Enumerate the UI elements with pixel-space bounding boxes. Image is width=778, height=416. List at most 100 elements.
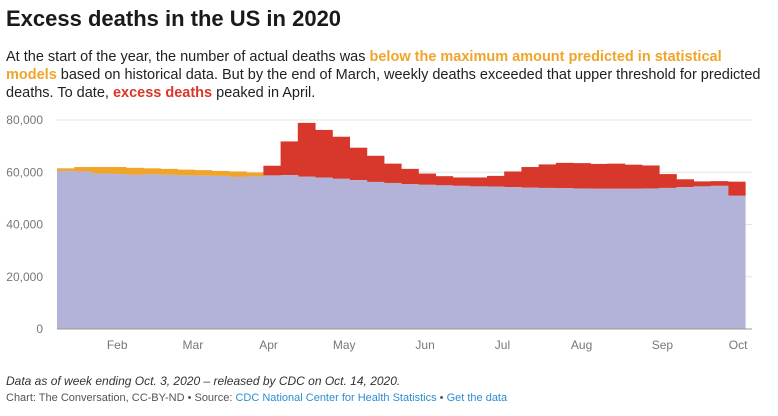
credit-separator: • <box>436 392 447 404</box>
y-tick-label: 60,000 <box>6 165 43 179</box>
subtitle-text-2: based on historical data. But by the end… <box>6 67 761 101</box>
actual-deaths-bar <box>418 184 436 329</box>
actual-deaths-bar <box>641 188 660 329</box>
actual-deaths-bar <box>74 171 92 329</box>
actual-deaths-bar <box>297 176 316 329</box>
actual-deaths-bar <box>366 181 385 329</box>
actual-deaths-bar <box>332 178 350 329</box>
subtitle-highlight-excess-deaths: excess deaths <box>112 85 213 101</box>
actual-deaths-bar <box>727 195 746 329</box>
excess-deaths-bar <box>555 162 574 189</box>
actual-deaths-bar <box>280 175 299 329</box>
x-tick-label: Oct <box>729 338 748 352</box>
excess-deaths-bar <box>263 165 282 176</box>
actual-deaths-bar <box>177 175 196 329</box>
actual-deaths-bar <box>607 188 626 329</box>
data-note: Data as of week ending Oct. 3, 2020 – re… <box>6 374 401 388</box>
actual-deaths-bar <box>573 188 591 329</box>
x-tick-label: Feb <box>107 338 128 352</box>
threshold-gap-bar <box>57 168 75 171</box>
excess-deaths-series <box>263 122 746 196</box>
actual-deaths-bar <box>349 180 368 329</box>
excess-deaths-bar <box>469 177 488 187</box>
x-tick-label: Aug <box>571 338 592 352</box>
x-tick-label: Apr <box>259 338 278 352</box>
actual-deaths-bar <box>487 186 505 329</box>
excess-deaths-bar <box>297 122 316 177</box>
threshold-gap-bar <box>74 167 92 172</box>
excess-deaths-bar <box>487 175 505 187</box>
actual-deaths-bar <box>555 188 574 329</box>
excess-deaths-bar <box>727 181 746 196</box>
threshold-gap-bar <box>160 168 178 175</box>
threshold-gap-bar <box>108 167 127 175</box>
actual-deaths-bar <box>435 185 454 329</box>
chart-title: Excess deaths in the US in 2020 <box>6 6 342 31</box>
source-link[interactable]: CDC National Center for Health Statistic… <box>235 392 437 404</box>
actual-deaths-bar <box>624 188 643 329</box>
actual-deaths-bar <box>108 174 127 329</box>
actual-deaths-bar <box>229 176 247 329</box>
actual-deaths-series <box>57 170 746 329</box>
actual-deaths-bar <box>91 173 110 329</box>
subtitle-highlight-below-threshold: below the maximum amount predicted in st… <box>6 49 722 83</box>
threshold-gap-bar <box>177 169 196 176</box>
actual-deaths-bar <box>160 174 178 329</box>
threshold-gap-bar <box>91 167 110 174</box>
excess-deaths-bar <box>590 163 608 189</box>
excess-deaths-bar <box>452 177 471 186</box>
actual-deaths-bar <box>452 185 471 329</box>
y-tick-label: 20,000 <box>6 270 43 284</box>
excess-deaths-bar <box>349 147 368 181</box>
excess-deaths-bar <box>383 163 402 183</box>
excess-deaths-bar <box>573 163 591 189</box>
get-the-data-link[interactable]: Get the data <box>446 392 508 404</box>
excess-deaths-bar <box>693 181 712 187</box>
actual-deaths-bar <box>125 174 144 329</box>
actual-deaths-bar <box>676 187 694 329</box>
x-tick-label: Sep <box>652 338 674 352</box>
excess-deaths-bar <box>607 163 626 189</box>
excess-deaths-bar <box>401 168 419 185</box>
excess-deaths-bar <box>659 174 677 188</box>
actual-deaths-bar <box>659 187 677 329</box>
excess-deaths-bar <box>641 165 660 189</box>
threshold-gap-bar <box>143 168 161 175</box>
x-tick-label: Mar <box>183 338 204 352</box>
actual-deaths-bar <box>194 175 213 329</box>
chart-subtitle: At the start of the year, the number of … <box>6 48 766 102</box>
actual-deaths-bar <box>211 175 230 329</box>
excess-deaths-bar <box>538 164 557 188</box>
threshold-gap-bar <box>194 170 213 176</box>
excess-deaths-bar <box>624 164 643 189</box>
subtitle-text-3: peaked in April. <box>212 85 316 101</box>
x-tick-label: May <box>333 338 356 352</box>
actual-deaths-bar <box>521 187 540 329</box>
excess-deaths-bar <box>676 179 694 188</box>
threshold-gap-bar <box>246 172 264 177</box>
actual-deaths-bar <box>693 186 712 329</box>
excess-deaths-bar <box>435 176 454 186</box>
excess-deaths-bar <box>315 129 333 178</box>
y-tick-label: 0 <box>36 322 43 336</box>
threshold-gap-bar <box>125 167 144 175</box>
y-tick-label: 80,000 <box>6 113 43 127</box>
credit-prefix: Chart: The Conversation, CC-BY-ND • Sour… <box>6 392 236 404</box>
excess-deaths-chart: 0 20,000 40,000 60,000 80,000 Feb Mar Apr May Jun… <box>6 113 752 352</box>
excess-deaths-bar <box>280 141 299 176</box>
actual-deaths-bar <box>57 170 75 329</box>
threshold-gap-bar <box>229 171 247 177</box>
excess-deaths-bar <box>521 167 540 188</box>
excess-deaths-bar <box>504 171 522 188</box>
excess-deaths-bar <box>418 173 436 185</box>
actual-deaths-bar <box>590 188 608 329</box>
actual-deaths-bar <box>143 174 161 329</box>
actual-deaths-bar <box>401 184 419 329</box>
actual-deaths-bar <box>246 176 264 329</box>
x-tick-label: Jul <box>495 338 510 352</box>
excess-deaths-bar <box>366 155 385 182</box>
excess-deaths-bar <box>332 136 350 179</box>
actual-deaths-bar <box>315 177 333 329</box>
actual-deaths-bar <box>710 185 729 329</box>
chart-credit: Chart: The Conversation, CC-BY-ND • Sour… <box>6 392 507 404</box>
